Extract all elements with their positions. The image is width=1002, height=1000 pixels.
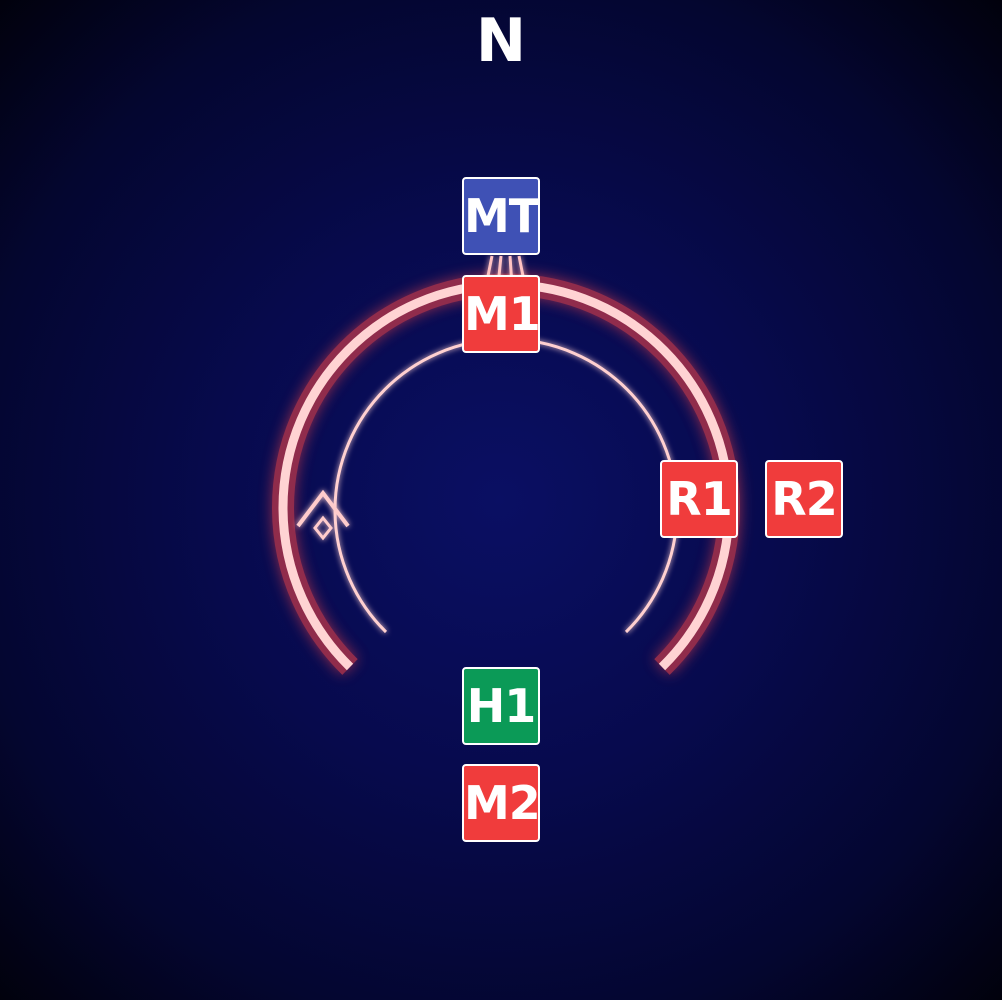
marker-m1-label: M1 [464,287,541,341]
marker-h1: H1 [462,667,540,745]
marker-r2: R2 [765,460,843,538]
marker-r1: R1 [660,460,738,538]
marker-m2: M2 [462,764,541,842]
inner-arc [333,337,679,634]
compass-north-label: N [475,6,527,76]
marker-m1: M1 [462,275,541,353]
marker-r2-label: R2 [771,472,837,526]
marker-h1-label: H1 [466,679,537,733]
marker-m2-label: M2 [464,776,541,830]
chevron-up-icon [296,489,350,541]
marker-r1-label: R1 [666,472,732,526]
marker-mt-label: MT [464,189,540,243]
marker-mt: MT [462,177,540,255]
